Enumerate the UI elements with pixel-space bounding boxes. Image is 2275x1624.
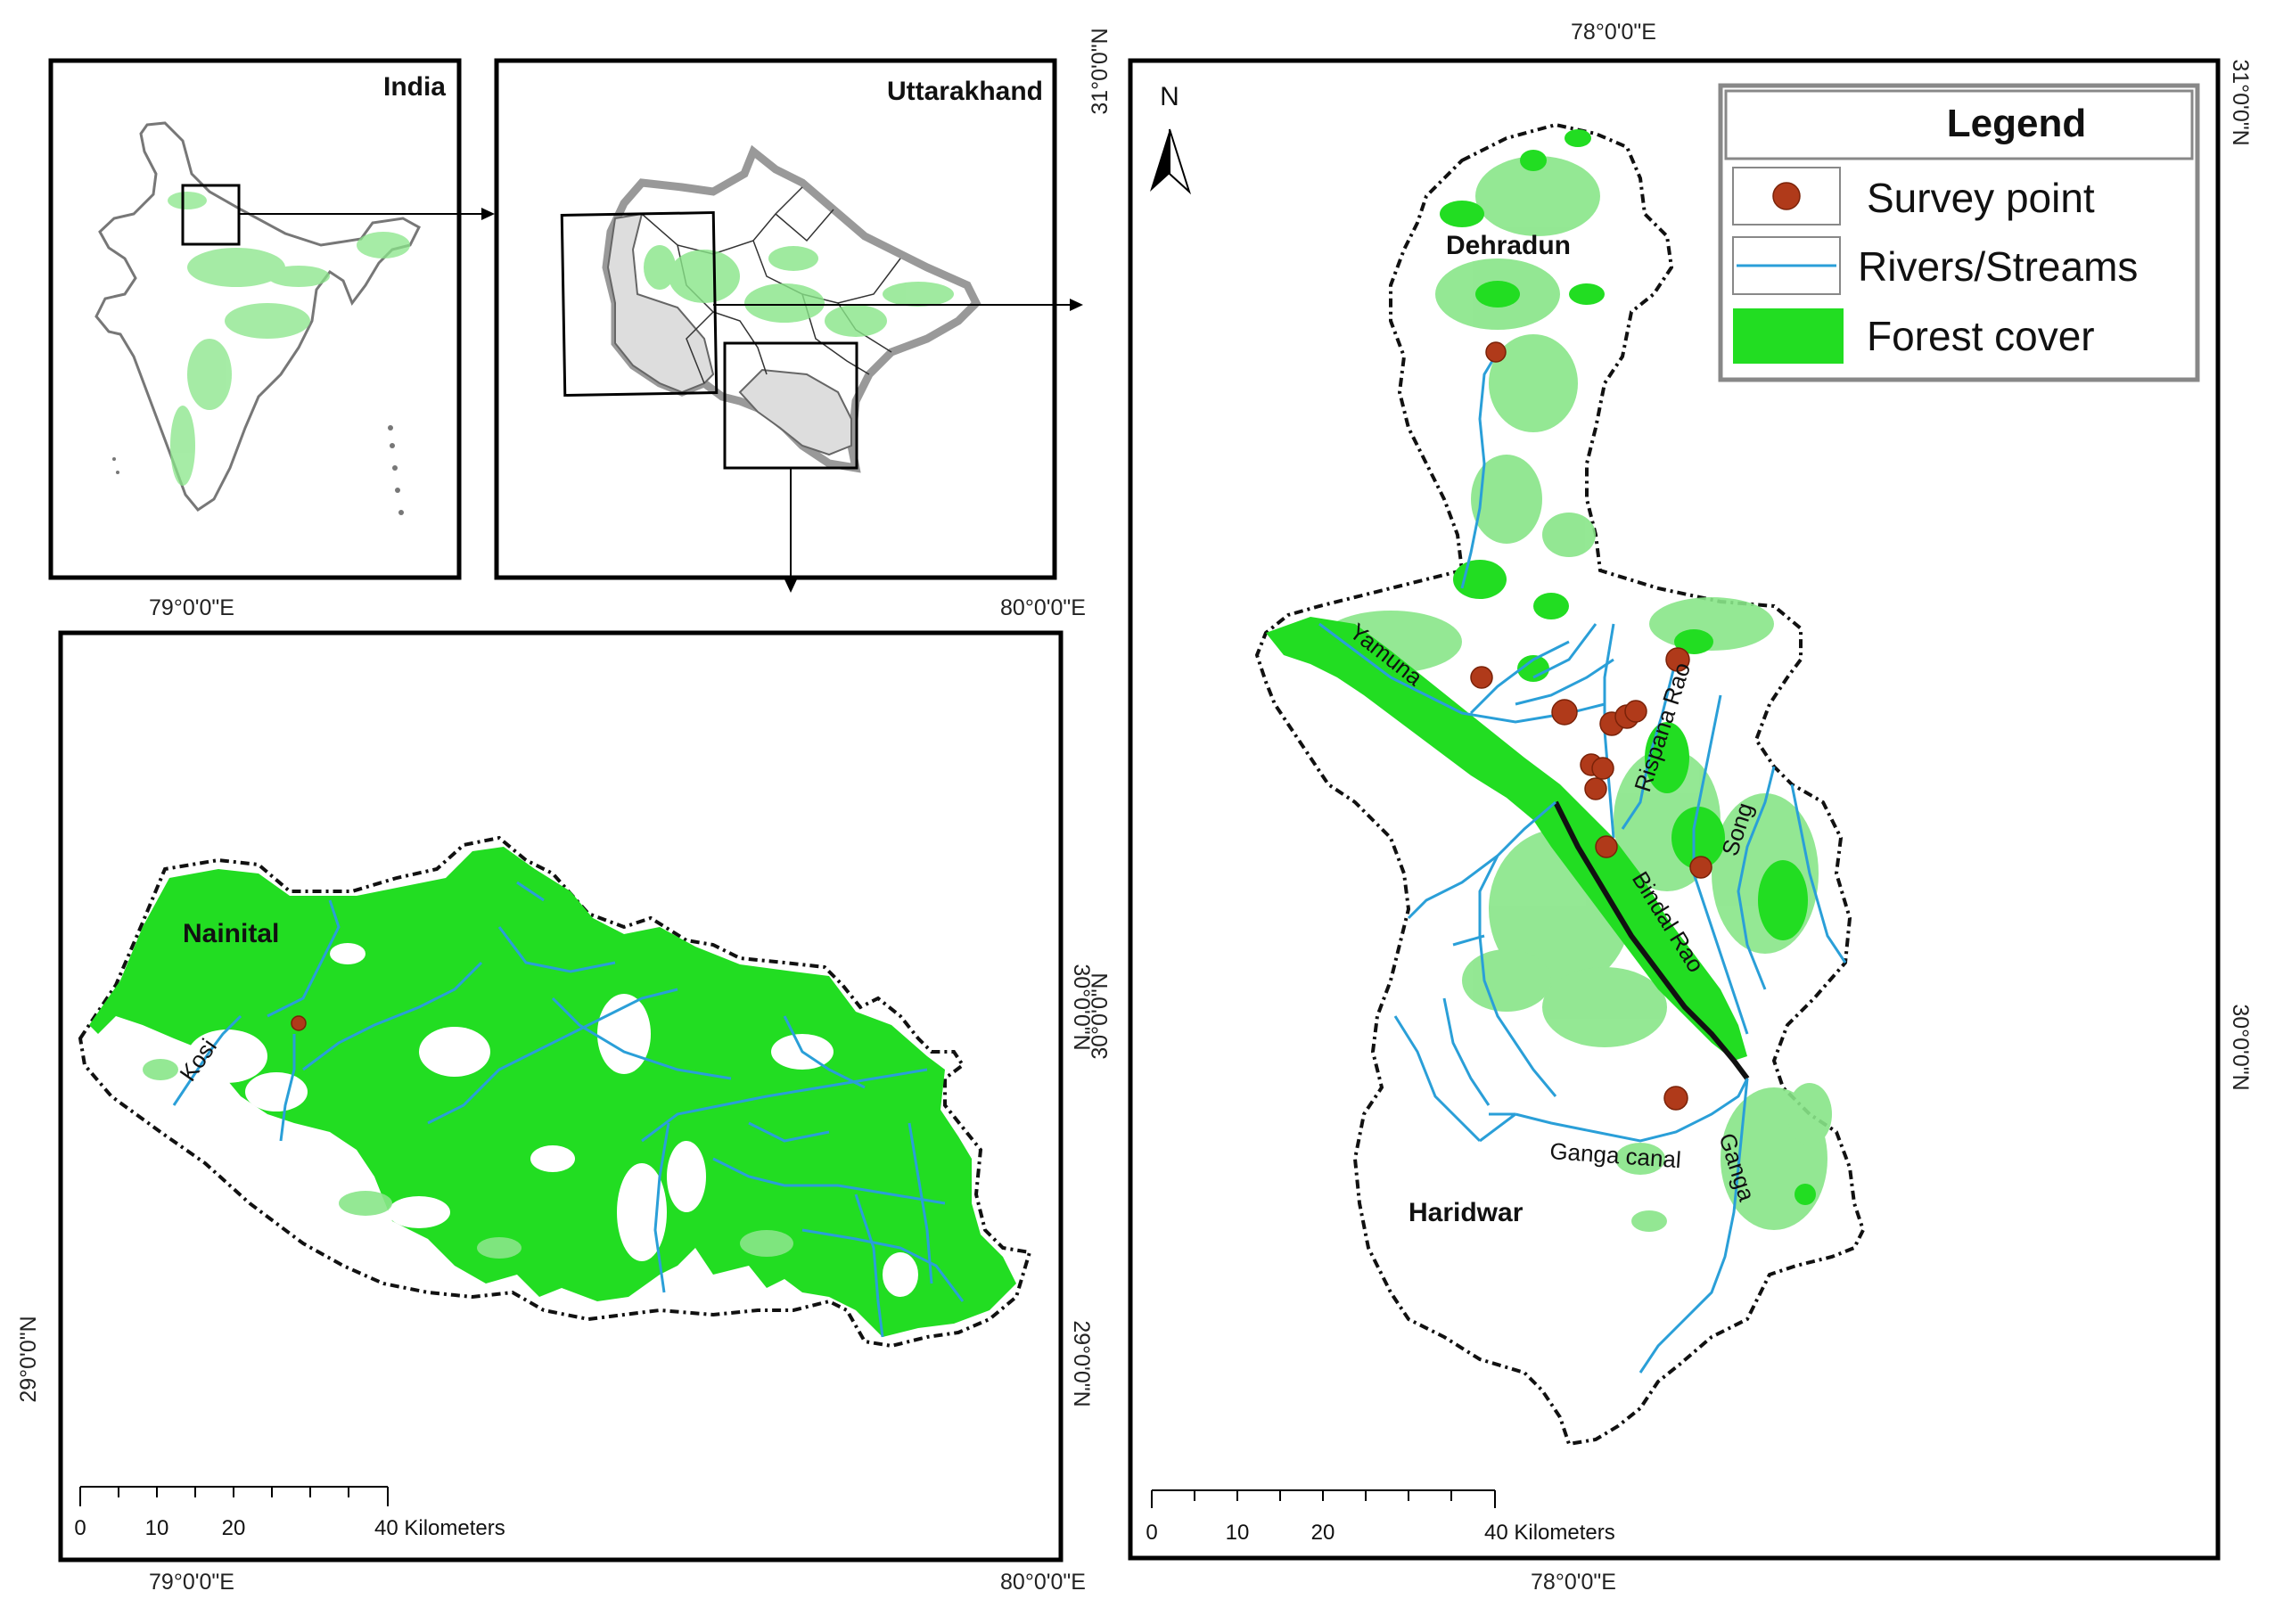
nainital-top-lon-label-2: 80°0'0"E xyxy=(1000,595,1086,620)
legend-forest-symbol xyxy=(1733,308,1844,364)
legend-survey-point-symbol xyxy=(1772,182,1801,210)
uttarakhand-locator-box-west xyxy=(560,211,719,397)
dehradun-scale-tick-10: 10 xyxy=(1226,1521,1250,1545)
survey-point xyxy=(1624,700,1647,723)
survey-point xyxy=(1584,777,1607,800)
dehradun-right-lat-label-2: 30°0'0"N xyxy=(2228,1004,2253,1090)
survey-point xyxy=(1591,757,1614,780)
india-islands xyxy=(112,425,404,515)
survey-point xyxy=(1665,647,1690,672)
nainital-scale-tick-0: 0 xyxy=(74,1516,86,1540)
dehradun-scale-bar: 0 10 20 40 Kilometers xyxy=(1146,1489,1615,1545)
nainital-right-lat-label-2: 29°0'0"N xyxy=(1069,1320,1094,1407)
dehradun-scale-tick-0: 0 xyxy=(1146,1521,1157,1545)
survey-point xyxy=(1663,1086,1688,1111)
dehradun-left-lat-label-2: 30°0'0"N xyxy=(1088,972,1113,1059)
dehradun-right-lat-label-1: 31°0'0"N xyxy=(2228,59,2253,145)
dehradun-scale-tick-20: 20 xyxy=(1311,1521,1335,1545)
connector-arrow-india-to-uttarakhand xyxy=(239,208,495,220)
dehradun-rivers xyxy=(1318,351,1847,1374)
legend-item-forest-cover: Forest cover xyxy=(1867,313,2095,359)
survey-point xyxy=(1470,666,1493,689)
survey-point xyxy=(1551,699,1578,726)
nainital-scale-tick-10: 10 xyxy=(145,1516,169,1540)
nainital-right-lat-label-1: 30°0'0"N xyxy=(1069,964,1094,1050)
dehradun-place-label: Dehradun xyxy=(1446,231,1571,260)
nainital-place-label: Nainital xyxy=(183,919,279,948)
legend-item-survey-point: Survey point xyxy=(1867,175,2095,221)
survey-point xyxy=(1689,856,1712,879)
nainital-map-panel: 79°0'0"E 80°0'0"E 79°0'0"E 80°0'0"E 29°0… xyxy=(16,595,1094,1595)
nainital-forest-cover xyxy=(89,847,1016,1337)
legend-item-rivers-streams: Rivers/Streams xyxy=(1858,243,2138,290)
legend-title: Legend xyxy=(1947,102,2086,145)
nainital-left-lat-label: 29°0'0"N xyxy=(16,1316,41,1402)
dehradun-scale-tick-40: 40 Kilometers xyxy=(1484,1521,1615,1545)
uttarakhand-forest-patches xyxy=(644,245,954,337)
india-panel-title: India xyxy=(383,72,446,102)
nainital-rivers xyxy=(172,881,965,1338)
connector-arrow-to-nainital-map xyxy=(784,468,797,593)
uttarakhand-panel-title: Uttarakhand xyxy=(887,77,1043,106)
nainital-top-lon-label-1: 79°0'0"E xyxy=(149,595,234,620)
survey-point xyxy=(1595,835,1618,858)
north-arrow: N xyxy=(1150,82,1192,195)
dehradun-top-lon-label: 78°0'0"E xyxy=(1571,20,1656,45)
dehradun-left-lat-label-1: 31°0'0"N xyxy=(1088,28,1113,114)
nainital-scale-bar: 0 10 20 40 Kilometers xyxy=(74,1486,505,1540)
survey-point xyxy=(1485,341,1507,363)
nainital-bottom-lon-label-1: 79°0'0"E xyxy=(149,1570,234,1595)
uttarakhand-nainital-shading xyxy=(738,368,852,456)
map-legend: Legend Survey point Rivers/Streams Fores… xyxy=(1718,83,2200,382)
nainital-scale-tick-20: 20 xyxy=(222,1516,246,1540)
yamuna-forest-belt xyxy=(1266,617,1747,1061)
nainital-survey-point xyxy=(291,1015,307,1031)
india-forest-patches xyxy=(168,192,410,486)
north-arrow-label: N xyxy=(1160,82,1179,111)
nainital-bottom-lon-label-2: 80°0'0"E xyxy=(1000,1570,1086,1595)
dehradun-haridwar-map-panel: 78°0'0"E 78°0'0"E 31°0'0"N 30°0'0"N 31°0… xyxy=(1088,20,2253,1595)
dehradun-bottom-lon-label: 78°0'0"E xyxy=(1531,1570,1616,1595)
india-inset-panel: India xyxy=(48,58,462,580)
connector-arrow-to-dehradun-map xyxy=(713,299,1083,311)
ganga-bank-line xyxy=(1553,800,1750,1080)
nainital-scale-tick-40: 40 Kilometers xyxy=(374,1516,505,1540)
uttarakhand-inset-panel: Uttarakhand xyxy=(494,58,1057,580)
dehradun-survey-points xyxy=(1470,341,1712,1111)
haridwar-place-label: Haridwar xyxy=(1409,1198,1524,1227)
